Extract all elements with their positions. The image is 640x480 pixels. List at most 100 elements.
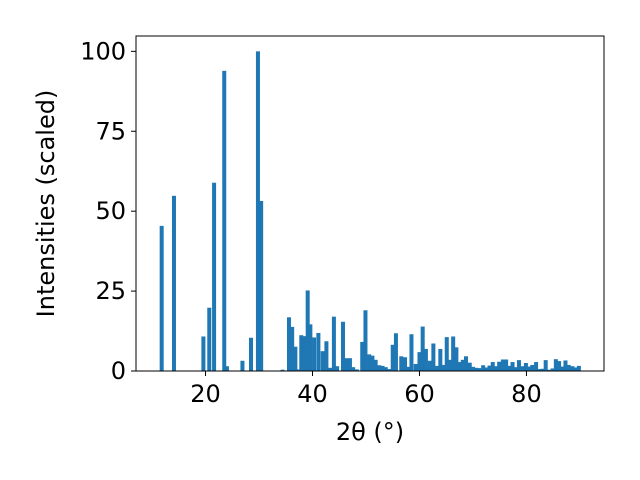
bar	[553, 359, 558, 371]
bar	[290, 326, 295, 371]
bar	[386, 369, 391, 371]
bar	[497, 361, 502, 371]
bar	[427, 360, 432, 371]
y-tick-label: 25	[95, 277, 126, 305]
bar	[340, 321, 345, 371]
bar	[441, 364, 446, 371]
bar	[312, 337, 317, 371]
bar	[240, 360, 245, 371]
bar	[516, 360, 521, 371]
bar	[255, 51, 260, 372]
bar	[438, 348, 443, 371]
x-tick-label: 20	[190, 380, 221, 408]
bar	[296, 369, 301, 371]
bar	[171, 195, 176, 371]
bar	[537, 369, 542, 371]
bar	[563, 360, 568, 371]
bar	[513, 367, 518, 371]
bar	[335, 366, 340, 371]
bar	[576, 365, 581, 371]
x-tick-label: 60	[404, 380, 435, 408]
bar	[363, 310, 368, 371]
bar	[377, 365, 382, 371]
bar	[354, 369, 359, 371]
bar	[393, 333, 398, 371]
bar	[302, 336, 307, 371]
bar	[451, 336, 456, 371]
bar	[534, 362, 539, 371]
bar	[320, 351, 325, 371]
bar	[406, 366, 411, 371]
bar	[474, 367, 479, 371]
bar	[280, 369, 285, 371]
bar	[308, 324, 313, 371]
x-axis-ticks: 20 40 60 80	[190, 371, 542, 408]
bar	[351, 367, 356, 371]
bar	[490, 362, 495, 371]
bar	[328, 367, 333, 371]
bar	[399, 356, 404, 371]
bar	[560, 366, 565, 371]
bar	[380, 365, 385, 371]
bar	[523, 363, 528, 371]
bar	[299, 335, 304, 371]
bar	[409, 334, 414, 371]
bar	[373, 359, 378, 371]
bar	[500, 359, 505, 371]
bar	[423, 348, 428, 371]
bar	[417, 352, 422, 371]
bar	[159, 225, 164, 371]
bar	[477, 368, 482, 371]
y-tick-label: 50	[95, 197, 126, 225]
bar	[481, 365, 486, 371]
bar	[259, 200, 264, 371]
bar	[527, 366, 532, 371]
bar	[431, 343, 436, 371]
bar	[324, 341, 329, 371]
bar	[470, 366, 475, 371]
bar	[447, 359, 452, 371]
y-tick-label: 75	[95, 117, 126, 145]
y-axis-ticks: 0 25 50 75 100	[80, 37, 136, 385]
y-tick-label: 100	[80, 37, 126, 65]
bar	[570, 366, 575, 371]
bar	[383, 367, 388, 371]
bar	[370, 355, 375, 371]
bar	[360, 341, 365, 371]
bar	[293, 346, 298, 371]
bar	[390, 344, 395, 371]
bar	[460, 359, 465, 371]
bar	[305, 290, 310, 371]
bar	[457, 362, 462, 371]
bar	[207, 307, 212, 371]
x-tick-label: 40	[297, 380, 328, 408]
bar	[546, 369, 551, 371]
bar	[403, 357, 408, 371]
bar	[248, 337, 253, 371]
bar	[316, 332, 321, 371]
bar	[367, 354, 372, 371]
bar	[557, 361, 562, 371]
bar	[347, 358, 352, 371]
bar	[413, 363, 418, 371]
plot-frame	[135, 35, 605, 372]
bar-series	[159, 51, 581, 372]
bar	[484, 367, 489, 371]
bar	[224, 366, 229, 371]
bar	[550, 368, 555, 371]
bar	[507, 365, 512, 371]
bar	[530, 364, 535, 371]
bar	[344, 358, 349, 371]
bar	[573, 367, 578, 371]
bar	[286, 317, 291, 371]
y-tick-label: 0	[111, 357, 126, 385]
bar	[331, 316, 336, 371]
bar	[454, 347, 459, 371]
bar	[510, 362, 515, 371]
bar	[487, 365, 492, 371]
bar	[222, 70, 227, 371]
x-axis-label: 2θ (°)	[336, 418, 404, 446]
bar	[543, 360, 548, 371]
